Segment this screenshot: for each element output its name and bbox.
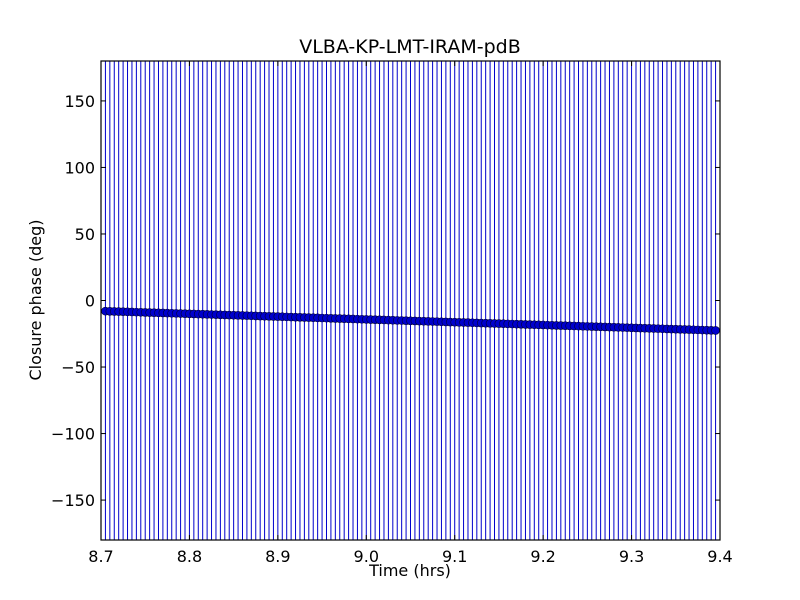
y-tick-label: 50 <box>75 225 95 244</box>
x-axis-ticks: 8.7 8.8 8.9 9.0 9.1 9.2 9.3 9.4 <box>88 61 733 566</box>
y-tick-label: −150 <box>51 491 95 510</box>
error-bars <box>104 61 717 540</box>
x-tick-label: 9.4 <box>707 547 732 566</box>
y-tick-label: 100 <box>64 158 95 177</box>
y-axis-label: Closure phase (deg) <box>26 219 45 380</box>
y-tick-label: −50 <box>61 358 95 377</box>
x-axis-label: Time (hrs) <box>368 561 451 580</box>
y-axis-ticks: −150 −100 −50 0 50 100 150 <box>51 92 720 510</box>
x-tick-label: 9.0 <box>354 547 379 566</box>
x-tick-label: 9.2 <box>530 547 555 566</box>
data-points <box>101 306 720 335</box>
y-tick-label: 0 <box>85 292 95 311</box>
y-tick-label: 150 <box>64 92 95 111</box>
x-tick-label: 8.7 <box>88 547 113 566</box>
x-tick-label: 8.9 <box>265 547 290 566</box>
data-point <box>711 326 720 335</box>
x-tick-label: 9.3 <box>619 547 644 566</box>
x-tick-label: 8.8 <box>177 547 202 566</box>
y-tick-label: −100 <box>51 425 95 444</box>
x-tick-label: 9.1 <box>442 547 467 566</box>
chart-title: VLBA-KP-LMT-IRAM-pdB <box>299 36 521 58</box>
